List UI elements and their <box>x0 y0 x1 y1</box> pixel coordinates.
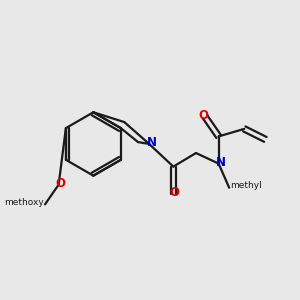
Text: O: O <box>199 109 208 122</box>
Text: methoxy: methoxy <box>4 198 43 207</box>
Text: methyl: methyl <box>230 181 262 190</box>
Text: N: N <box>216 156 226 169</box>
Text: O: O <box>55 177 65 190</box>
Text: N: N <box>147 136 157 149</box>
Text: O: O <box>170 186 180 199</box>
